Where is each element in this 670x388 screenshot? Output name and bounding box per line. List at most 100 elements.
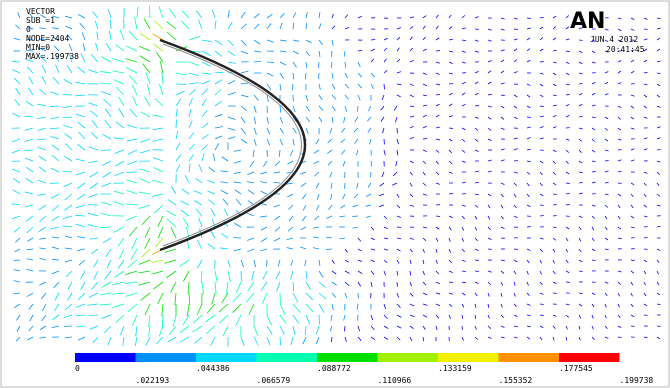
- vector-arrow: [201, 50, 212, 56]
- vector-arrow: [37, 116, 47, 119]
- vector-arrow: [656, 83, 661, 87]
- vector-arrow: [630, 215, 635, 219]
- vector-arrow: [179, 259, 190, 267]
- vector-arrow: [11, 203, 21, 206]
- vector-arrow: [90, 110, 99, 118]
- vector-arrow: [159, 61, 164, 74]
- vector-arrow: [591, 303, 595, 308]
- vector-arrow: [266, 13, 273, 19]
- vector-arrow: [148, 314, 151, 327]
- vector-arrow: [51, 236, 60, 239]
- vector-arrow: [232, 292, 242, 303]
- vector-arrow: [41, 314, 47, 322]
- vector-arrow: [318, 39, 323, 45]
- vector-arrow: [180, 200, 190, 206]
- vector-arrow: [357, 15, 363, 19]
- vector-arrow: [500, 94, 505, 97]
- crescent-boundary: [159, 38, 307, 252]
- vector-arrow: [357, 336, 362, 341]
- vector-arrow: [474, 39, 479, 42]
- vector-arrow: [299, 171, 307, 175]
- vector-arrow: [643, 48, 648, 52]
- vector-arrow: [214, 79, 223, 85]
- vector-arrow: [396, 303, 401, 308]
- vector-arrow: [75, 171, 86, 176]
- vector-arrow: [154, 20, 164, 30]
- vector-arrow: [500, 116, 505, 120]
- vector-arrow: [630, 17, 635, 21]
- vector-arrow: [88, 102, 99, 107]
- vector-arrow: [448, 248, 451, 253]
- vector-arrow: [552, 149, 557, 153]
- vector-arrow: [246, 292, 255, 303]
- vector-arrow: [552, 37, 557, 41]
- vector-arrow: [396, 36, 401, 41]
- vector-arrow: [87, 224, 99, 228]
- vector-arrow: [617, 237, 622, 240]
- vector-arrow: [266, 72, 274, 77]
- vector-arrow: [357, 259, 363, 262]
- vector-arrow: [409, 105, 415, 108]
- vector-arrow: [290, 336, 294, 346]
- vector-arrow: [422, 259, 425, 265]
- vector-arrow: [552, 270, 556, 275]
- vector-arrow: [195, 208, 203, 217]
- vector-arrow: [461, 281, 466, 284]
- vector-arrow: [330, 61, 333, 68]
- vector-arrow: [247, 237, 255, 241]
- vector-arrow: [54, 292, 60, 301]
- vector-arrow: [115, 160, 125, 167]
- vector-arrow: [279, 138, 284, 146]
- vector-arrow: [287, 160, 294, 165]
- vector-arrow: [305, 22, 308, 30]
- vector-arrow: [578, 325, 581, 330]
- vector-arrow: [591, 160, 596, 163]
- vector-arrow: [487, 127, 492, 131]
- vector-arrow: [539, 137, 544, 140]
- vector-arrow: [539, 270, 542, 275]
- vector-arrow: [318, 23, 322, 30]
- vector-arrow: [164, 248, 177, 253]
- vector-arrow: [409, 237, 414, 240]
- vector-arrow: [290, 270, 294, 280]
- vector-arrow: [656, 248, 661, 251]
- vector-arrow: [367, 182, 372, 188]
- vector-arrow: [76, 193, 86, 200]
- vector-arrow: [62, 215, 73, 219]
- vector-arrow: [75, 204, 86, 209]
- vector-arrow: [357, 94, 361, 101]
- vector-arrow: [330, 50, 333, 57]
- vector-arrow: [461, 181, 466, 184]
- vector-arrow: [260, 215, 268, 218]
- vector-arrow: [630, 281, 634, 286]
- vector-arrow: [50, 116, 60, 120]
- vector-arrow: [152, 127, 164, 131]
- vector-arrow: [38, 204, 47, 211]
- vector-arrow: [211, 218, 216, 228]
- vector-arrow: [240, 39, 247, 46]
- vector-arrow: [656, 336, 661, 340]
- vector-arrow: [396, 325, 402, 329]
- vector-arrow: [448, 292, 454, 295]
- vector-arrow: [101, 91, 112, 96]
- vector-arrow: [643, 105, 648, 109]
- vector-arrow: [656, 137, 661, 140]
- vector-arrow: [66, 34, 73, 41]
- vector-arrow: [274, 160, 281, 166]
- vector-arrow: [227, 10, 230, 19]
- vector-arrow: [175, 154, 182, 162]
- vector-arrow: [214, 281, 217, 294]
- vector-arrow: [383, 325, 389, 329]
- vector-arrow: [643, 270, 647, 275]
- vector-arrow: [247, 281, 255, 292]
- vector-arrow: [28, 76, 34, 85]
- vector-arrow: [539, 115, 544, 118]
- vector-arrow: [392, 182, 398, 186]
- vector-arrow: [367, 116, 372, 122]
- vector-arrow: [64, 259, 73, 263]
- vector-arrow: [656, 27, 661, 30]
- vector-arrow: [578, 336, 581, 341]
- vector-arrow: [331, 116, 334, 123]
- vector-arrow: [220, 233, 229, 239]
